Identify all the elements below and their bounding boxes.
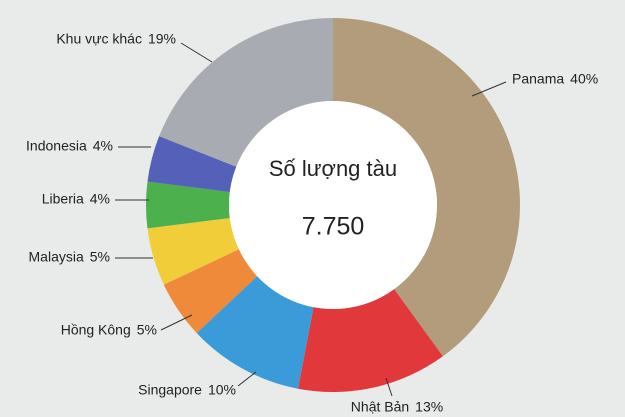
slice-label: Khu vực khác: [56, 31, 142, 47]
leader-line: [471, 81, 507, 97]
leader-line: [160, 314, 193, 331]
value-label: 5%: [90, 249, 110, 265]
slice: [147, 218, 239, 285]
leader-line: [237, 371, 257, 387]
slice-label: Indonesia: [26, 138, 87, 154]
value-label: 10%: [208, 382, 236, 398]
slice: [147, 136, 237, 192]
value-label: 4%: [90, 191, 110, 207]
slice: [297, 289, 443, 392]
value-label: 13%: [415, 399, 443, 415]
center-value: 7.750: [302, 213, 365, 241]
slice-label: Malaysia: [29, 249, 84, 265]
value-label: 19%: [148, 31, 176, 47]
slice-label: Liberia: [42, 191, 84, 207]
slice: [159, 18, 333, 167]
slice-label: Panama: [512, 71, 564, 87]
slice: [333, 18, 520, 357]
slice: [196, 276, 314, 389]
center-title: Số lượng tàu: [269, 156, 397, 181]
slice: [145, 181, 230, 229]
donut-hole: [229, 101, 437, 309]
slice-label: Hồng Kông: [61, 322, 131, 338]
value-label: 5%: [137, 322, 157, 338]
leader-line: [180, 42, 213, 63]
slice: [163, 249, 258, 334]
slice-label: Singapore: [138, 382, 202, 398]
value-label: 40%: [570, 71, 598, 87]
slice-label: Nhật Bản: [351, 399, 409, 415]
value-label: 4%: [93, 138, 113, 154]
slices: [145, 18, 520, 392]
leader-line: [385, 377, 393, 397]
